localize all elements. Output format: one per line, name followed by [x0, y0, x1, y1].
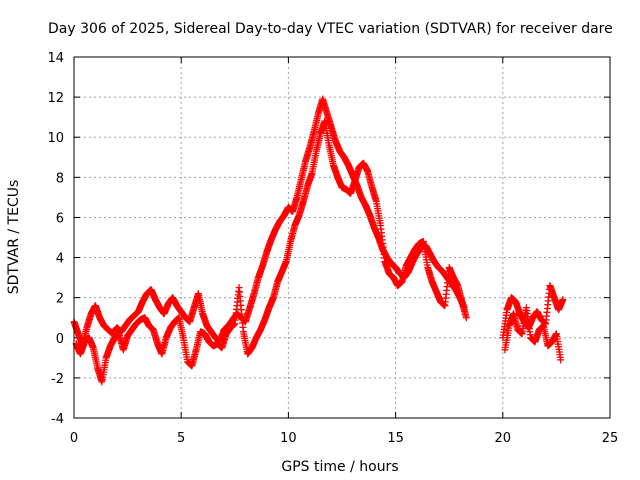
- x-axis-ticks: 0 5 10 15 20 25: [70, 57, 618, 446]
- chart-title: Day 306 of 2025, Sidereal Day-to-day VTE…: [48, 21, 613, 37]
- y-tick-label: 4: [56, 252, 64, 267]
- y-tick-label: 6: [56, 211, 64, 226]
- grid-lines: [74, 57, 610, 418]
- series-sdtvar-lower-branch: [72, 117, 565, 386]
- y-axis-label: SDTVAR / TECUs: [6, 180, 22, 295]
- y-tick-label: 14: [47, 51, 64, 66]
- y-tick-label: 12: [47, 91, 64, 106]
- x-axis-label: GPS time / hours: [281, 459, 398, 475]
- x-tick-label: 15: [387, 431, 404, 446]
- y-tick-label: -4: [51, 412, 64, 427]
- x-tick-label: 10: [280, 431, 297, 446]
- x-tick-label: 5: [177, 431, 185, 446]
- x-tick-label: 25: [602, 431, 619, 446]
- y-tick-label: 10: [47, 131, 64, 146]
- series-sdtvar: [70, 95, 567, 350]
- x-tick-label: 0: [70, 431, 78, 446]
- data-point: [557, 356, 565, 364]
- data-points: [70, 95, 567, 386]
- data-point: [559, 296, 567, 304]
- x-tick-label: 20: [495, 431, 512, 446]
- plot-frame: [73, 56, 611, 419]
- y-tick-label: 0: [56, 332, 64, 347]
- y-tick-label: -2: [51, 372, 64, 387]
- y-tick-label: 8: [56, 171, 64, 186]
- y-axis-ticks: -4 -2 0 2 4 6 8 10 12 14: [47, 51, 610, 427]
- y-tick-label: 2: [56, 292, 64, 307]
- data-point: [462, 314, 470, 322]
